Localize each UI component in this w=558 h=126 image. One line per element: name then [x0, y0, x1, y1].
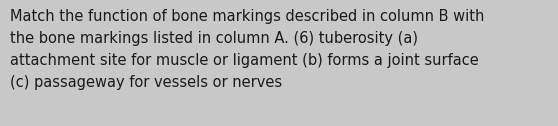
Text: Match the function of bone markings described in column B with
the bone markings: Match the function of bone markings desc… [10, 9, 484, 90]
